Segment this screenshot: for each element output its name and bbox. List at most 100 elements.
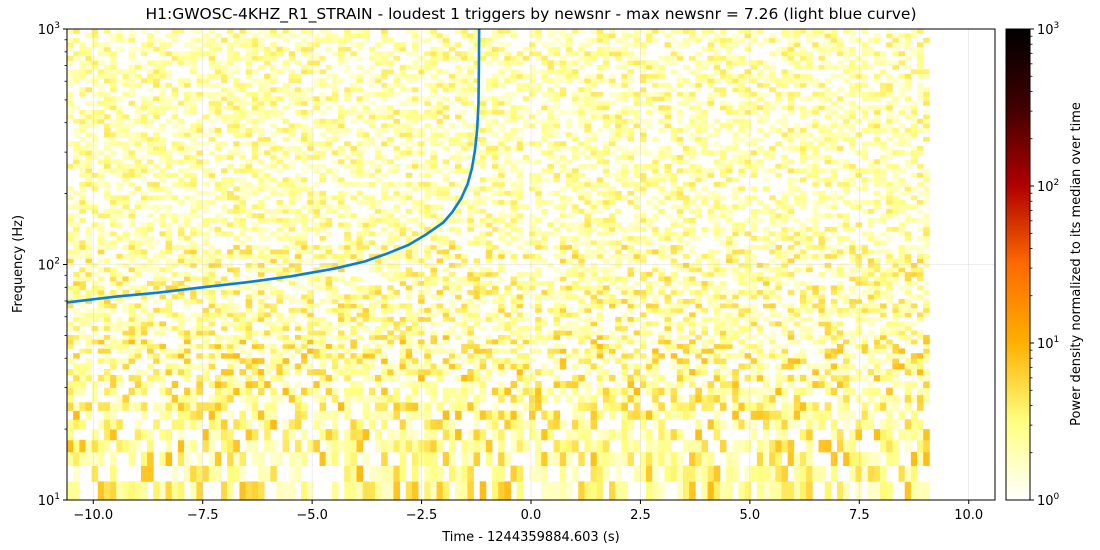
heatmap-cell bbox=[331, 262, 339, 268]
heatmap-cell bbox=[442, 186, 450, 192]
heatmap-cell bbox=[128, 481, 136, 500]
heatmap-cell bbox=[467, 163, 474, 169]
heatmap-cell bbox=[609, 298, 616, 304]
heatmap-cell bbox=[485, 334, 493, 340]
heatmap-cell bbox=[251, 91, 259, 97]
heatmap-cell bbox=[208, 303, 216, 309]
heatmap-cell bbox=[171, 262, 179, 268]
heatmap-cell bbox=[572, 177, 579, 183]
heatmap-cell bbox=[257, 172, 265, 178]
heatmap-cell bbox=[344, 190, 351, 196]
heatmap-cell bbox=[411, 231, 419, 237]
heatmap-cell bbox=[381, 29, 388, 34]
heatmap-cell bbox=[374, 91, 382, 97]
heatmap-cell bbox=[590, 226, 598, 232]
heatmap-cell bbox=[565, 123, 573, 129]
heatmap-cell bbox=[498, 42, 505, 48]
heatmap-cell bbox=[498, 208, 505, 214]
heatmap-cell bbox=[492, 481, 499, 500]
heatmap-cell bbox=[411, 439, 419, 453]
heatmap-cell bbox=[430, 150, 437, 156]
heatmap-cell bbox=[159, 46, 166, 52]
heatmap-cell bbox=[245, 141, 253, 147]
heatmap-cell bbox=[498, 267, 505, 273]
heatmap-cell bbox=[479, 294, 487, 300]
heatmap-cell bbox=[220, 154, 228, 160]
heatmap-cell bbox=[609, 82, 616, 88]
heatmap-cell bbox=[245, 51, 253, 57]
heatmap-cell bbox=[214, 105, 222, 111]
heatmap-cell bbox=[220, 368, 228, 376]
heatmap-cell bbox=[202, 190, 210, 196]
heatmap-cell bbox=[528, 141, 536, 147]
heatmap-cell bbox=[350, 82, 357, 88]
heatmap-cell bbox=[485, 339, 493, 345]
heatmap-cell bbox=[596, 64, 604, 70]
heatmap-cell bbox=[442, 410, 450, 420]
heatmap-cell bbox=[116, 222, 123, 228]
heatmap-cell bbox=[362, 481, 370, 500]
heatmap-cell bbox=[301, 100, 308, 106]
heatmap-cell bbox=[381, 51, 388, 57]
heatmap-cell bbox=[214, 253, 222, 259]
heatmap-cell bbox=[325, 64, 333, 70]
heatmap-cell bbox=[602, 172, 610, 178]
heatmap-cell bbox=[559, 141, 567, 147]
heatmap-cell bbox=[116, 172, 123, 178]
heatmap-cell bbox=[233, 465, 240, 482]
heatmap-cell bbox=[177, 235, 185, 241]
heatmap-cell bbox=[405, 195, 413, 201]
heatmap-cell bbox=[658, 481, 665, 500]
heatmap-cell bbox=[208, 276, 216, 282]
heatmap-cell bbox=[498, 451, 505, 466]
heatmap-cell bbox=[455, 321, 462, 327]
heatmap-cell bbox=[467, 271, 474, 277]
heatmap-cell bbox=[73, 141, 80, 147]
heatmap-cell bbox=[448, 419, 456, 430]
heatmap-cell bbox=[411, 109, 419, 115]
heatmap-cell bbox=[294, 177, 302, 183]
heatmap-cell bbox=[627, 289, 635, 295]
heatmap-cell bbox=[559, 307, 567, 313]
heatmap-cell bbox=[362, 368, 370, 376]
heatmap-cell bbox=[411, 199, 419, 205]
heatmap-cell bbox=[220, 190, 228, 196]
heatmap-cell bbox=[430, 168, 437, 174]
heatmap-cell bbox=[467, 374, 474, 382]
heatmap-cell bbox=[270, 374, 277, 382]
heatmap-cell bbox=[639, 325, 647, 331]
heatmap-cell bbox=[658, 429, 665, 441]
heatmap-cell bbox=[584, 118, 591, 124]
heatmap-cell bbox=[239, 37, 247, 43]
heatmap-cell bbox=[615, 154, 622, 160]
heatmap-cell bbox=[313, 118, 320, 124]
heatmap-cell bbox=[467, 123, 474, 129]
heatmap-cell bbox=[522, 358, 530, 364]
heatmap-cell bbox=[233, 132, 240, 138]
heatmap-cell bbox=[147, 33, 154, 39]
heatmap-cell bbox=[196, 222, 203, 228]
heatmap-cell bbox=[313, 208, 320, 214]
heatmap-cell bbox=[362, 348, 370, 354]
heatmap-cell bbox=[442, 358, 450, 364]
heatmap-cell bbox=[479, 199, 487, 205]
heatmap-cell bbox=[559, 73, 567, 79]
heatmap-cell bbox=[165, 439, 173, 453]
heatmap-cell bbox=[553, 204, 561, 210]
heatmap-cell bbox=[602, 123, 610, 129]
heatmap-cell bbox=[609, 213, 616, 219]
heatmap-cell bbox=[73, 163, 80, 169]
heatmap-cell bbox=[590, 78, 598, 84]
heatmap-cell bbox=[251, 363, 259, 370]
heatmap-cell bbox=[110, 208, 117, 214]
heatmap-cell bbox=[584, 154, 591, 160]
heatmap-cell bbox=[294, 91, 302, 97]
heatmap-cell bbox=[257, 451, 265, 466]
heatmap-cell bbox=[652, 368, 659, 376]
heatmap-cell bbox=[547, 410, 555, 420]
heatmap-cell bbox=[319, 222, 327, 228]
heatmap-cell bbox=[85, 240, 93, 246]
heatmap-cell bbox=[122, 358, 129, 364]
heatmap-cell bbox=[270, 258, 277, 264]
heatmap-cell bbox=[522, 339, 530, 345]
